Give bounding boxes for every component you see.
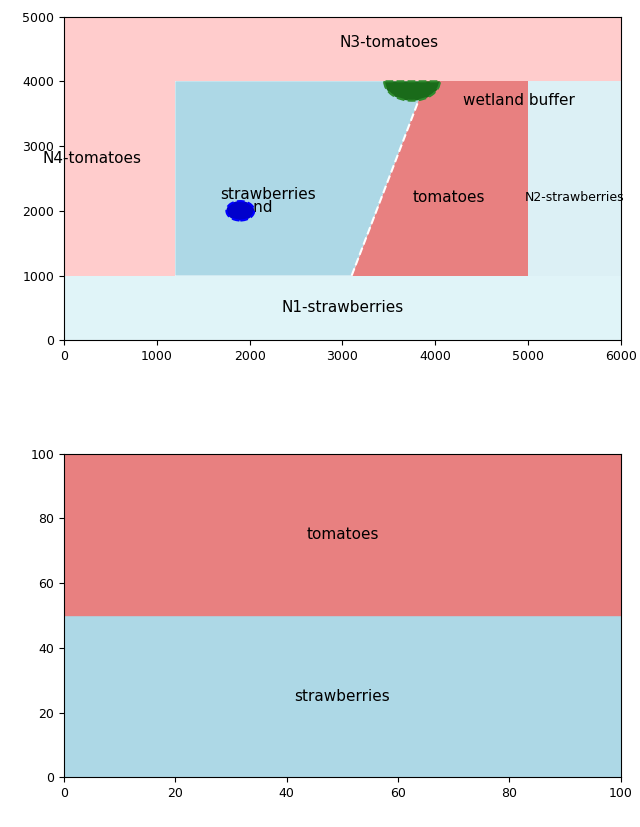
Wedge shape bbox=[384, 81, 440, 101]
Text: strawberries: strawberries bbox=[220, 187, 316, 202]
Circle shape bbox=[227, 201, 254, 221]
Text: N1-strawberries: N1-strawberries bbox=[281, 300, 404, 315]
Text: tomatoes: tomatoes bbox=[413, 190, 485, 205]
Text: N4-tomatoes: N4-tomatoes bbox=[42, 151, 141, 166]
Text: pond: pond bbox=[235, 200, 273, 215]
Bar bbox=[64, 17, 621, 81]
Text: N3-tomatoes: N3-tomatoes bbox=[339, 35, 438, 50]
Polygon shape bbox=[175, 81, 426, 275]
Text: strawberries: strawberries bbox=[294, 689, 390, 704]
Polygon shape bbox=[352, 81, 528, 275]
Text: wetland buffer: wetland buffer bbox=[463, 93, 575, 108]
Bar bbox=[64, 275, 621, 340]
Bar bbox=[528, 81, 621, 275]
Text: N2-strawberries: N2-strawberries bbox=[525, 191, 624, 204]
Text: tomatoes: tomatoes bbox=[306, 527, 379, 542]
Bar bbox=[64, 17, 175, 340]
